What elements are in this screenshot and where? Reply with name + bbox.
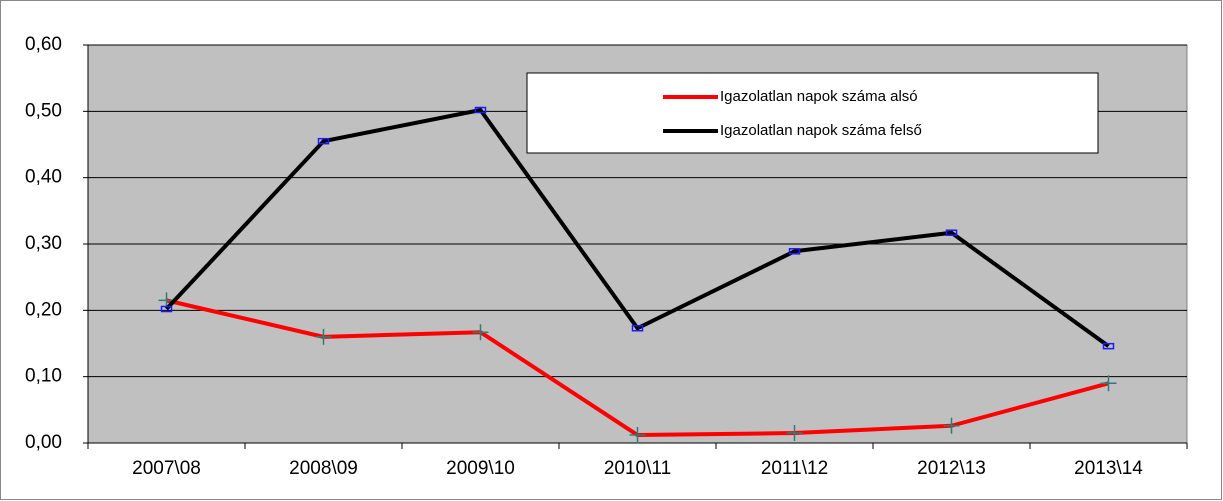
legend-label: Igazolatlan napok száma felső — [720, 122, 922, 139]
y-tick-label: 0,10 — [25, 366, 62, 387]
x-tick-label: 2008\09 — [289, 458, 358, 479]
x-tick-label: 2013\14 — [1074, 458, 1143, 479]
marker — [474, 106, 487, 114]
marker — [631, 324, 644, 332]
x-tick-label: 2012\13 — [917, 458, 986, 479]
marker — [317, 137, 330, 145]
legend-box — [526, 72, 1099, 154]
marker — [788, 248, 801, 255]
marker — [943, 417, 960, 434]
y-tick-label: 0,50 — [25, 100, 62, 121]
marker — [472, 324, 489, 341]
x-tick-label: 2011\12 — [761, 458, 828, 479]
marker — [629, 427, 646, 444]
marker — [1102, 342, 1115, 350]
y-tick-label: 0,40 — [25, 167, 62, 188]
legend-label: Igazolatlan napok száma alsó — [720, 88, 918, 105]
marker — [160, 305, 173, 313]
y-tick-label: 0,60 — [25, 34, 62, 55]
marker — [1100, 375, 1117, 392]
series-line — [165, 108, 1110, 348]
x-tick-label: 2010\11 — [604, 458, 671, 479]
x-tick-label: 2009\10 — [446, 458, 515, 479]
y-tick-label: 0,00 — [25, 432, 62, 453]
marker — [786, 425, 803, 442]
marker — [315, 328, 332, 345]
x-tick-label: 2007\08 — [132, 458, 201, 479]
y-tick-label: 0,30 — [25, 233, 62, 254]
marker — [945, 229, 958, 236]
y-tick-label: 0,20 — [25, 299, 62, 320]
